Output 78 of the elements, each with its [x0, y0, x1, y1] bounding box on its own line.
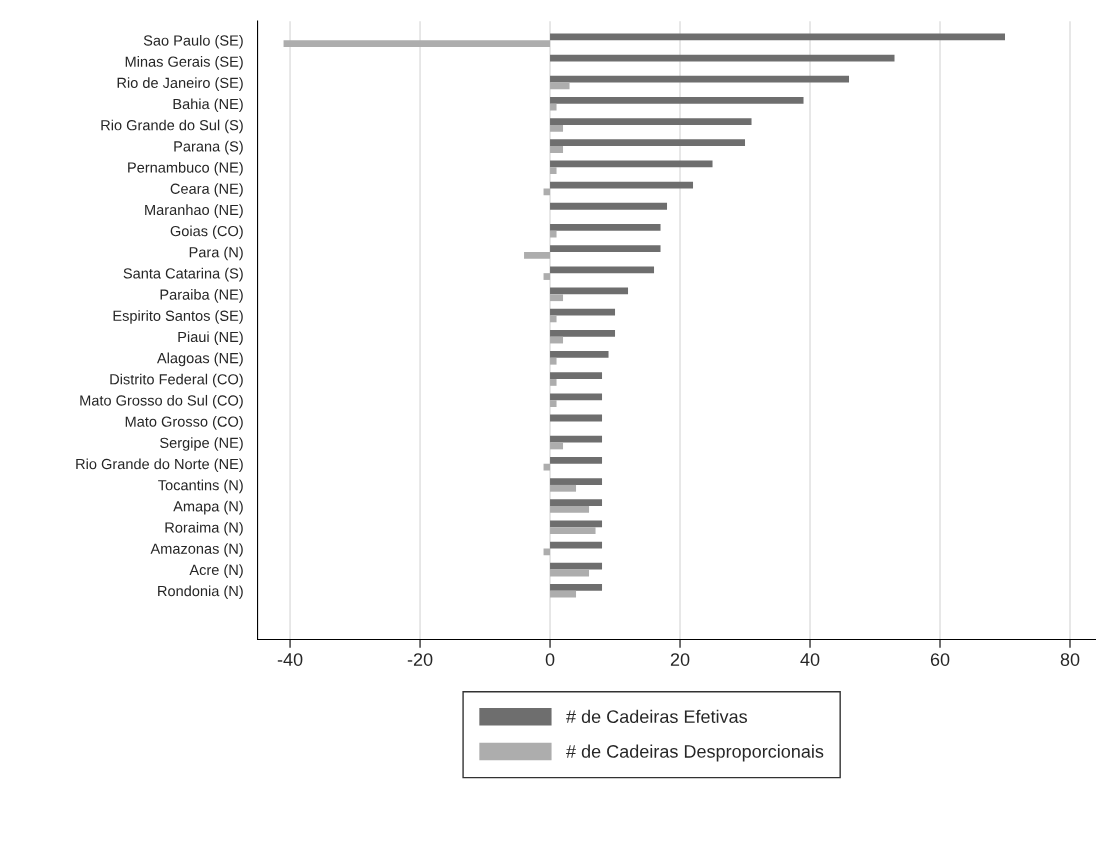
bar [550, 484, 577, 492]
y-tick-label: Santa Catarina (S) [123, 267, 243, 282]
bar [550, 435, 603, 443]
y-tick-label: Piaui (NE) [178, 331, 243, 345]
x-tick-label: 0 [545, 653, 555, 666]
y-tick-label: Roraima (N) [165, 521, 243, 536]
x-tick-label: 80 [1060, 653, 1080, 666]
bar [543, 188, 551, 196]
bar [550, 357, 557, 365]
bar [550, 400, 557, 407]
y-tick-label: Amapa (N) [173, 500, 243, 515]
bar [550, 139, 746, 147]
bar [550, 329, 616, 337]
bar [550, 372, 603, 380]
y-tick-label: Acre (N) [189, 564, 243, 578]
y-tick-label: Minas Gerais (SE) [125, 56, 243, 70]
bar [283, 40, 551, 48]
bar [550, 33, 1006, 41]
bar [550, 202, 668, 210]
y-tick-label: Mato Grosso do Sul (CO) [80, 394, 243, 409]
bar [550, 96, 804, 104]
y-tick-label: Pernambuco (NE) [128, 162, 243, 176]
legend-label: # de Cadeiras Desproporcionais [566, 744, 824, 762]
y-tick-label: Rio Grande do Norte (NE) [76, 458, 243, 473]
y-tick-label: Parana (S) [174, 140, 243, 155]
bar [550, 75, 850, 83]
bar [550, 520, 603, 528]
y-tick-label: Alagoas (NE) [156, 352, 243, 367]
x-tick-label: 20 [670, 653, 690, 666]
bar [550, 146, 564, 153]
y-tick-label: Rio de Janeiro (SE) [117, 77, 243, 91]
bar [550, 266, 655, 274]
bar [550, 315, 557, 323]
bar [543, 463, 551, 471]
y-tick-label: Paraiba (NE) [160, 289, 243, 303]
bar [550, 245, 661, 252]
bar [550, 499, 603, 507]
x-tick-label: 60 [930, 653, 950, 666]
y-tick-label: Tocantins (N) [158, 479, 243, 494]
y-tick-label: Sergipe (NE) [160, 437, 243, 451]
y-tick-label: Maranhao (NE) [145, 204, 243, 218]
bar [550, 379, 557, 386]
y-tick-label: Para (N) [189, 246, 243, 261]
y-tick-label: Distrito Federal (CO) [110, 373, 243, 388]
bar [550, 294, 564, 302]
bar [550, 308, 616, 316]
y-tick-label: Goias (CO) [170, 225, 243, 240]
bar [550, 124, 564, 132]
x-tick-label: -40 [277, 653, 303, 666]
y-tick-label: Ceara (NE) [170, 183, 243, 197]
y-tick-label: Espirito Santos (SE) [113, 310, 243, 324]
bar [550, 167, 557, 175]
bar [550, 584, 603, 591]
y-tick-label: Bahia (NE) [173, 98, 243, 113]
bar [550, 527, 596, 535]
bar [550, 230, 557, 238]
bar [550, 478, 603, 485]
y-tick-label: Rondonia (N) [158, 585, 243, 600]
bar [550, 393, 603, 401]
bar [550, 224, 661, 231]
y-tick-label: Amazonas (N) [150, 543, 243, 557]
bar [550, 590, 577, 598]
bar [543, 548, 551, 556]
bar [550, 103, 557, 111]
bar [550, 506, 590, 513]
bar [550, 82, 570, 90]
y-tick-label: Rio Grande do Sul (S) [101, 119, 243, 134]
legend-label: # de Cadeiras Efetivas [566, 709, 748, 724]
y-tick-label: Sao Paulo (SE) [143, 34, 243, 49]
bar [543, 273, 551, 280]
x-tick-label: -20 [407, 653, 433, 666]
bar [550, 118, 752, 125]
bar [524, 251, 551, 259]
bar [550, 456, 603, 464]
bar [550, 351, 609, 358]
bar [550, 562, 603, 570]
x-tick-label: 40 [800, 653, 820, 666]
y-tick-label: Mato Grosso (CO) [125, 416, 243, 430]
